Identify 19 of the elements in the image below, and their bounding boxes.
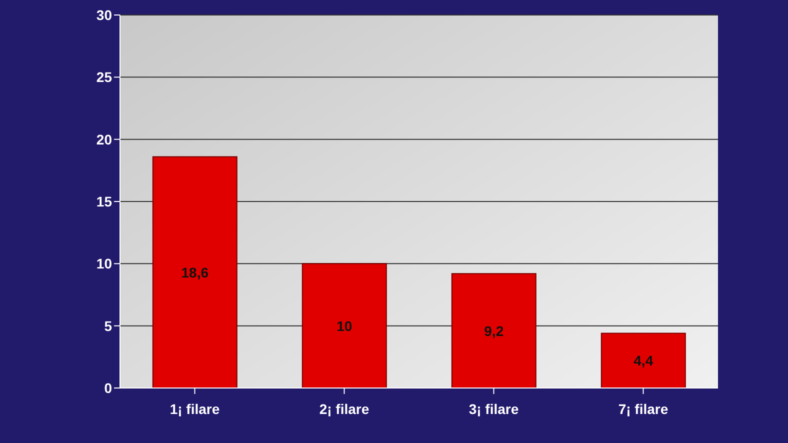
bar: [152, 156, 238, 388]
data-label: 18,6: [181, 264, 209, 280]
bar: [302, 263, 387, 388]
x-tick-label: 3¡ filare: [468, 400, 519, 417]
x-tick-label: 1¡ filare: [170, 400, 220, 417]
data-label: 4,4: [634, 352, 654, 369]
data-label: 9,2: [484, 322, 504, 339]
y-tick-label: 0: [104, 380, 112, 396]
bar: [600, 332, 686, 388]
y-tick-label: 30: [96, 6, 112, 23]
data-label: 10: [336, 318, 352, 334]
bar: [451, 273, 536, 388]
x-tick-label: 2¡ filare: [319, 400, 370, 417]
y-tick-label: 25: [96, 69, 112, 86]
x-tick-label: 7¡ filare: [618, 400, 668, 417]
y-tick-label: 5: [104, 318, 112, 334]
y-tick-label: 20: [96, 131, 112, 148]
y-tick-label: 10: [96, 256, 112, 272]
y-tick-label: 15: [96, 193, 112, 210]
